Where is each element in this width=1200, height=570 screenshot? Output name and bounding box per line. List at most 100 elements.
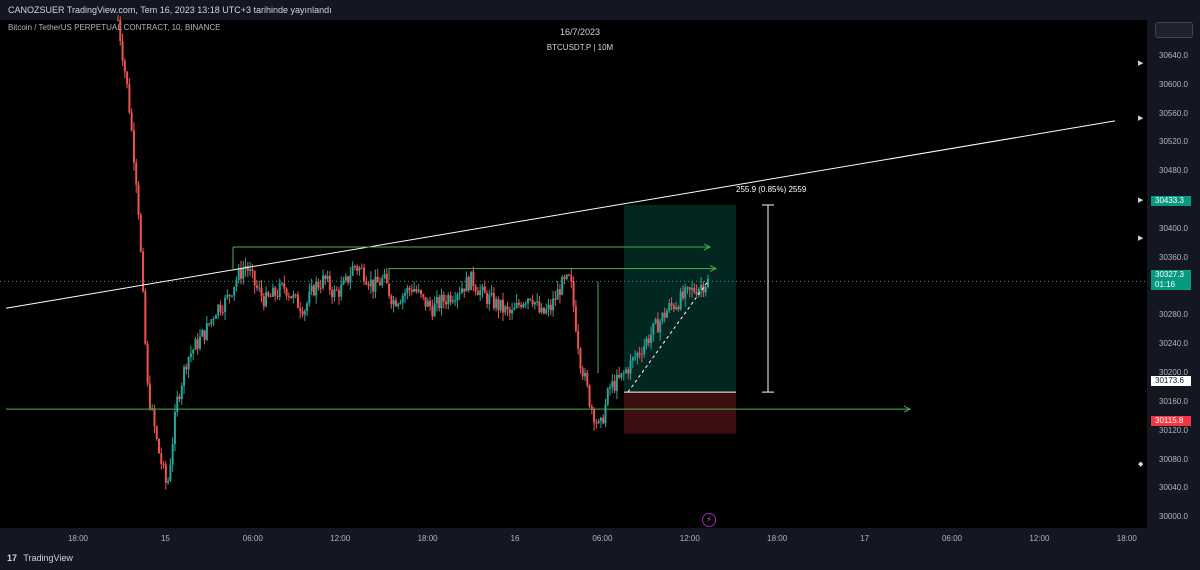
time-axis[interactable]: 18:00 15 06:00 12:00 18:00 16 06:00 12:00 18:00 1… <box>0 528 1147 548</box>
candle-body <box>520 304 523 308</box>
candle-body <box>693 287 696 293</box>
candle-body <box>233 286 236 296</box>
candle-body <box>258 287 261 289</box>
candle-body <box>378 282 381 286</box>
candle-body <box>697 288 700 295</box>
alert-marker-icon[interactable]: ◆ <box>1138 461 1144 468</box>
candle-body <box>606 388 609 405</box>
candle-body <box>445 301 448 305</box>
candle-body <box>283 283 286 289</box>
time-tick: 06:00 <box>592 534 613 543</box>
candle-body <box>695 292 698 295</box>
candle-body <box>522 303 525 308</box>
candle-body <box>158 438 161 454</box>
candle-body <box>135 162 138 185</box>
candle-body <box>290 296 293 299</box>
candle-body <box>686 287 689 289</box>
candle-body <box>194 339 197 350</box>
measure-label: 255.9 (0.85%) 2559 <box>736 185 807 194</box>
candle-body <box>636 352 639 358</box>
candle-body <box>572 281 575 307</box>
price-tick: 30240.0 <box>1159 339 1188 349</box>
price-chart[interactable] <box>0 0 1147 528</box>
alert-marker-icon[interactable]: ▶ <box>1138 235 1144 242</box>
candle-body <box>342 280 345 285</box>
candle-body <box>169 464 172 481</box>
resistance-arrow-1-head <box>703 243 712 251</box>
candle-body <box>513 307 516 310</box>
symbol-title[interactable]: Bitcoin / TetherUS PERPETUAL CONTRACT, 1… <box>8 23 221 32</box>
candle-body <box>684 287 687 299</box>
candle-body <box>312 285 315 296</box>
candle-body <box>214 315 217 319</box>
alert-marker-icon[interactable]: ▶ <box>1138 197 1144 204</box>
candle-body <box>324 275 327 280</box>
candle-body <box>397 303 400 307</box>
candle-body <box>240 268 243 279</box>
candle-body <box>663 312 666 318</box>
candle-body <box>388 283 391 297</box>
candle-body <box>476 291 479 296</box>
candle-body <box>128 84 131 113</box>
candle-body <box>117 20 119 21</box>
candle-body <box>317 281 320 288</box>
candle-body <box>481 286 484 291</box>
candle-body <box>121 41 124 61</box>
candle-body <box>552 298 555 311</box>
candle-body <box>440 294 443 309</box>
candle-body <box>322 275 325 289</box>
projection-line <box>627 281 709 393</box>
candle-body <box>472 271 475 287</box>
candle-body <box>221 311 224 313</box>
candle-body <box>328 275 331 291</box>
candle-body <box>433 303 436 317</box>
candle-body <box>483 286 486 294</box>
candle-body <box>629 360 632 374</box>
candle-body <box>656 319 659 333</box>
candle-body <box>255 285 258 288</box>
candle-body <box>624 369 627 373</box>
target-price-label: 30433.3 <box>1151 196 1191 206</box>
candle-body <box>192 349 195 354</box>
candle-body <box>226 294 229 298</box>
candle-body <box>369 279 372 287</box>
candle-body <box>554 298 557 300</box>
candle-body <box>385 273 388 284</box>
candle-body <box>187 357 190 370</box>
candle-body <box>260 287 263 297</box>
candle-body <box>251 269 254 271</box>
candle-body <box>429 300 432 307</box>
candle-body <box>531 299 534 305</box>
candle-body <box>335 289 338 291</box>
candle-body <box>372 279 375 292</box>
candle-body <box>340 284 343 297</box>
price-tick: 30480.0 <box>1159 166 1188 176</box>
candle-body <box>577 331 580 349</box>
candle-body <box>210 319 213 325</box>
candle-body <box>349 275 352 283</box>
scale-button[interactable] <box>1155 22 1193 38</box>
tradingview-logo[interactable]: 17 TradingView <box>7 553 73 563</box>
candle-body <box>540 307 543 313</box>
candle-body <box>130 112 133 131</box>
stop-zone <box>624 392 736 434</box>
candle-body <box>681 291 684 299</box>
candle-body <box>294 294 297 296</box>
candle-body <box>497 299 500 311</box>
candle-body <box>337 290 340 297</box>
candle-body <box>303 310 306 315</box>
lightning-icon[interactable]: ⚡ <box>702 513 716 527</box>
alert-marker-icon[interactable]: ▶ <box>1138 60 1144 67</box>
candle-body <box>654 319 657 324</box>
alert-marker-icon[interactable]: ▶ <box>1138 115 1144 122</box>
time-tick: 18:00 <box>67 534 89 543</box>
candle-body <box>126 71 129 85</box>
candle-body <box>492 292 495 309</box>
candle-body <box>253 270 256 286</box>
candle-body <box>360 267 363 269</box>
publisher-bar: CANOZSUER TradingView.com, Tem 16, 2023 … <box>0 0 1200 20</box>
candle-body <box>399 302 402 304</box>
target-price-value: 30433.3 <box>1155 196 1184 205</box>
candle-body <box>583 372 586 377</box>
candle-body <box>406 287 409 294</box>
